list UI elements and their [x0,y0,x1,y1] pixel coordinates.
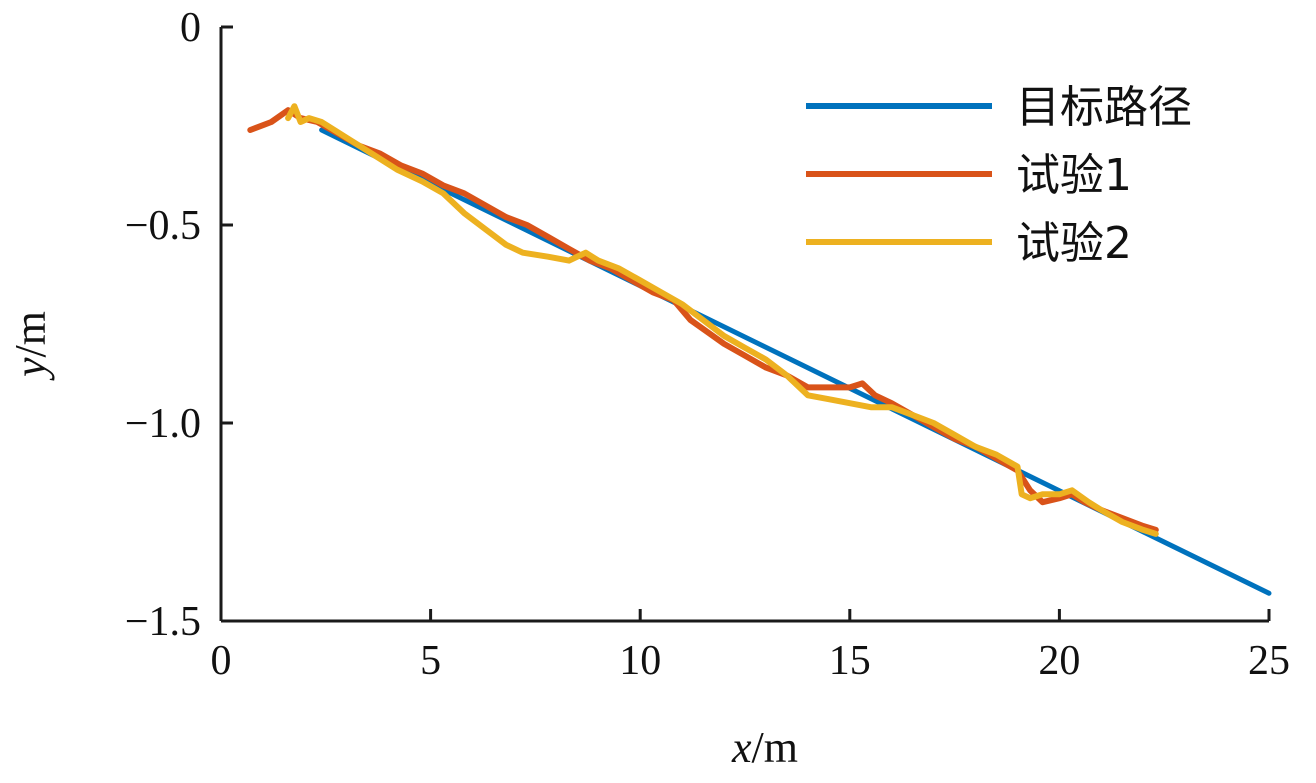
y-tick-label: −1.0 [125,401,201,447]
y-tick-label: −0.5 [125,203,201,249]
x-tick-label: 15 [829,638,871,684]
x-axis-label-var: x [731,723,752,772]
y-axis-label: y/m [6,311,55,381]
y-tick-label: 0 [180,5,201,51]
legend-label-2: 试验1 [1016,150,1132,201]
legend-label-3: 试验2 [1016,218,1132,269]
x-tick-label: 25 [1248,638,1290,684]
x-axis-label-unit: /m [752,723,798,772]
x-tick-label: 20 [1038,638,1080,684]
series-line-3 [285,103,1159,537]
axes [219,27,1269,623]
tick-labels: 0 5 10 15 20 25 0 −0.5 −1.0 −1.5 [125,5,1290,684]
legend-label-1: 目标路径 [1016,82,1192,133]
tick-marks [219,25,1271,623]
y-tick-label: −1.5 [125,599,201,645]
series-line-2 [247,107,1159,533]
x-tick-label: 0 [211,638,232,684]
x-tick-label: 5 [420,638,441,684]
x-axis-label: x/m [731,723,798,772]
series-lines [247,103,1272,596]
y-axis-label-var: y [6,357,55,381]
x-tick-label: 10 [619,638,661,684]
y-axis-label-unit: /m [6,311,55,357]
